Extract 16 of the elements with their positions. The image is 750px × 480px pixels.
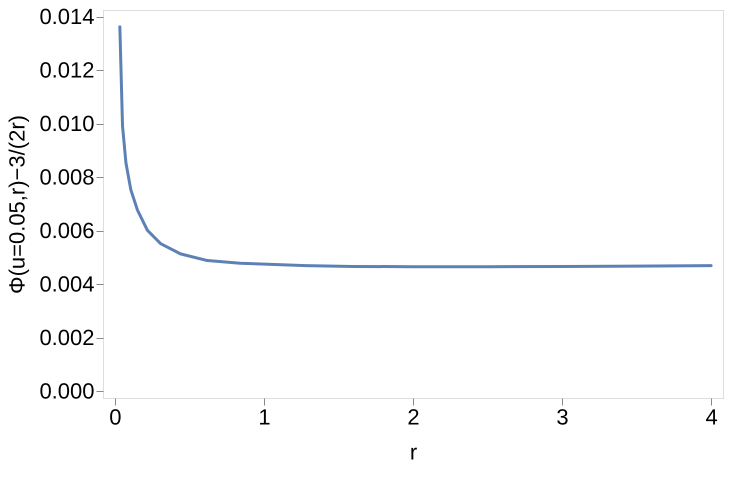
y-tick-label: 0.014 bbox=[39, 4, 94, 30]
x-tick-label: 1 bbox=[258, 404, 271, 430]
x-tick-label: 3 bbox=[556, 404, 569, 430]
y-axis-title: Φ(u=0.05,r)−3/(2r) bbox=[4, 115, 30, 294]
line-series bbox=[118, 25, 713, 268]
y-tick-label: 0.008 bbox=[39, 164, 94, 190]
y-tick-label: 0.012 bbox=[39, 58, 94, 83]
y-tick-label: 0.004 bbox=[39, 272, 94, 297]
x-tick-label: 2 bbox=[407, 404, 420, 430]
y-tick-label: 0.006 bbox=[39, 218, 94, 244]
x-axis-title: r bbox=[410, 440, 418, 464]
y-tick-label: 0.010 bbox=[39, 111, 94, 136]
x-tick-label: 4 bbox=[705, 404, 718, 430]
x-tick-label: 0 bbox=[109, 404, 122, 430]
y-tick-label: 0.002 bbox=[39, 325, 94, 350]
y-tick-label: 0.000 bbox=[39, 378, 94, 404]
